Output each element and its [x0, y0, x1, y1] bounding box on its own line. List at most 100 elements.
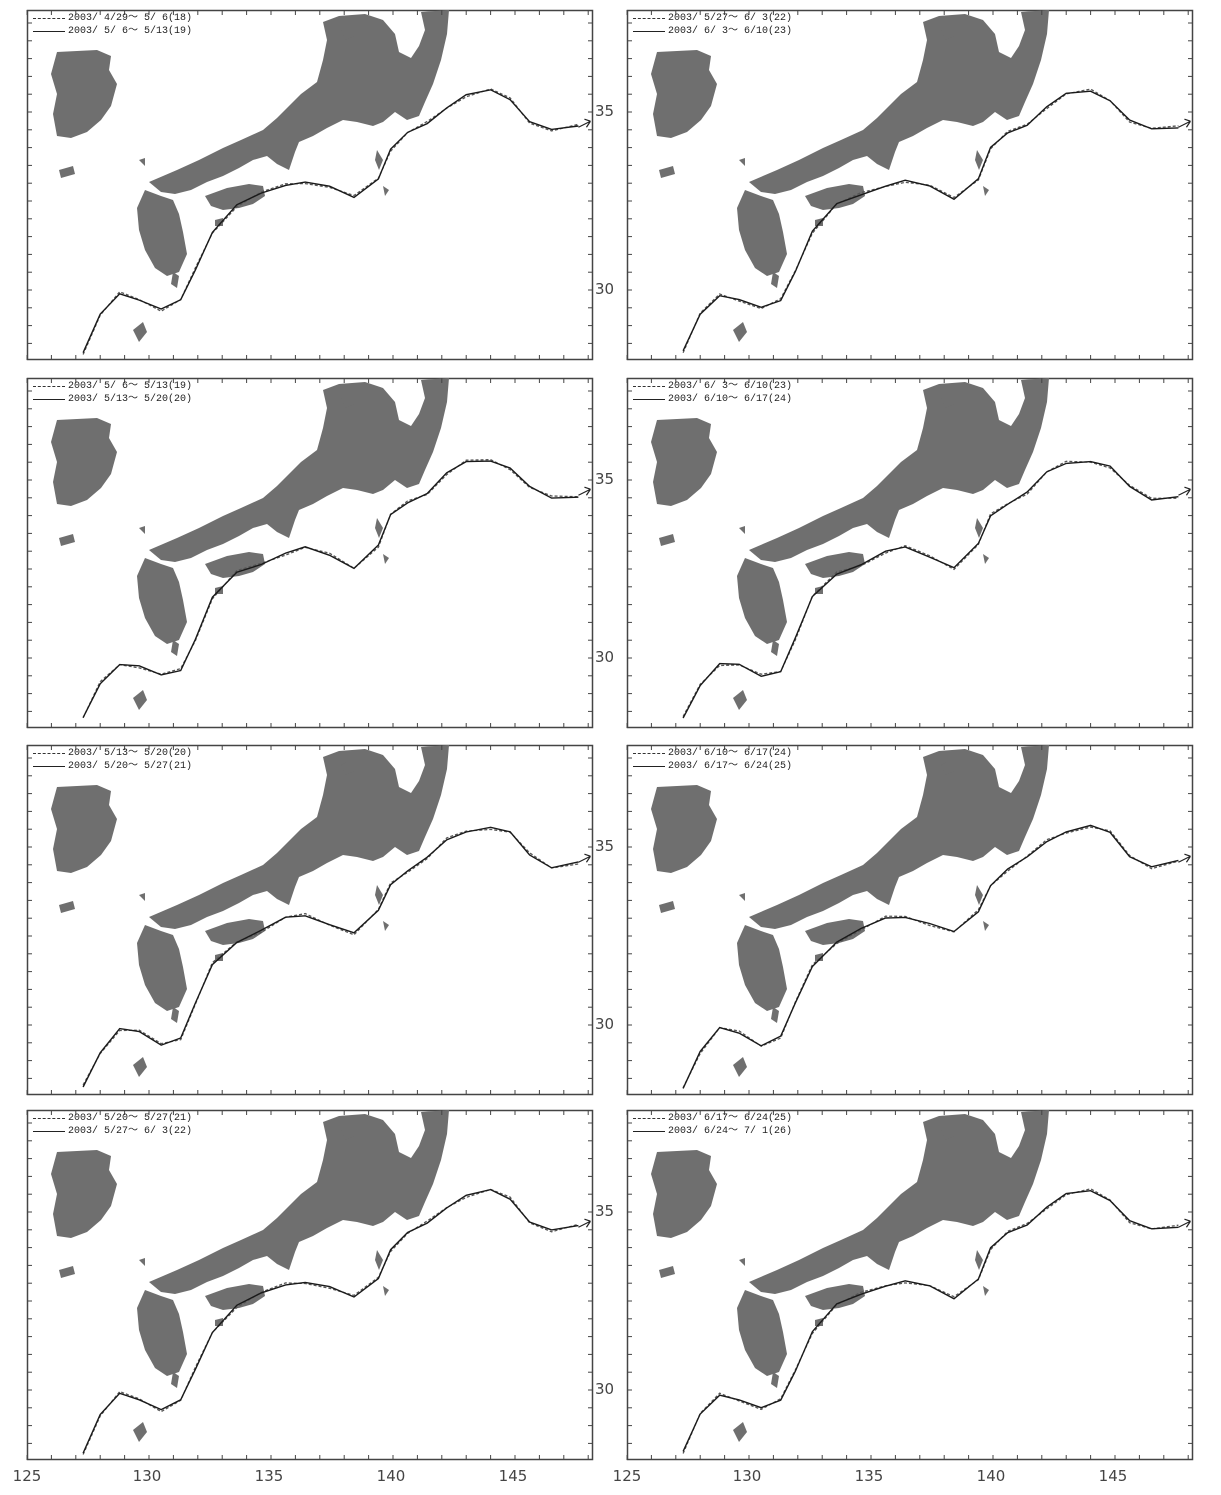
legend-label-previous: 2003/ 5/20～ 5/27(21) — [68, 1113, 193, 1124]
land-kyushu — [737, 558, 787, 644]
kuroshio-path-previous — [82, 458, 579, 719]
kuroshio-path-current — [682, 824, 1179, 1089]
flow-arrow-icon — [578, 1218, 591, 1228]
land-island — [215, 1318, 223, 1326]
lat-label-35: 35 — [595, 470, 615, 488]
lon-label-130: 130 — [732, 1467, 762, 1485]
legend-swatch-dashed — [33, 18, 65, 19]
land-island — [133, 322, 147, 342]
land-korea — [651, 785, 717, 873]
land-island — [171, 1007, 179, 1023]
land-kyushu — [137, 558, 187, 644]
legend-swatch-solid — [33, 31, 65, 32]
land-honshu — [149, 1110, 449, 1294]
kuroshio-path-current — [682, 1189, 1179, 1452]
land-island — [771, 640, 779, 656]
land-shikoku — [805, 919, 865, 945]
lon-label-125: 125 — [12, 1467, 42, 1485]
land-island — [733, 1057, 747, 1077]
legend-swatch-solid — [633, 766, 665, 767]
map-frame — [626, 1109, 1194, 1461]
flow-arrow-icon — [578, 486, 591, 496]
map-panel-3: 2003/ 5/ 6～ 5/13(19) 2003/ 5/13～ 5/20(20… — [26, 377, 594, 729]
land-island — [139, 893, 145, 901]
legend-swatch-dashed — [33, 386, 65, 387]
land-island — [975, 1250, 983, 1270]
legend-swatch-dashed — [33, 753, 65, 754]
map-frame — [626, 744, 1194, 1096]
legend-label-previous: 2003/ 6/ 3～ 6/10(23) — [668, 381, 793, 392]
kuroshio-path-current — [82, 89, 579, 353]
land-sado — [941, 759, 955, 775]
land-island — [739, 893, 745, 901]
land-island — [375, 150, 383, 170]
lon-label-140: 140 — [376, 1467, 406, 1485]
land-island — [215, 218, 223, 226]
map-panel-1: 2003/ 4/29～ 5/ 6(18) 2003/ 5/ 6～ 5/13(19… — [26, 9, 594, 361]
land-island — [375, 1250, 383, 1270]
map-panel-4: 2003/ 6/ 3～ 6/10(23) 2003/ 6/10～ 6/17(24… — [626, 377, 1194, 729]
land-sado — [341, 392, 355, 408]
legend-swatch-dashed — [633, 753, 665, 754]
legend-swatch-dashed — [33, 1118, 65, 1119]
land-island — [659, 901, 675, 913]
legend: 2003/ 5/13～ 5/20(20) 2003/ 5/20～ 5/27(21… — [33, 747, 192, 773]
kuroshio-path-current — [82, 460, 579, 718]
legend-label-current: 2003/ 5/ 6～ 5/13(19) — [68, 26, 193, 37]
legend: 2003/ 5/ 6～ 5/13(19) 2003/ 5/13～ 5/20(20… — [33, 380, 192, 406]
land-island — [59, 901, 75, 913]
land-island — [975, 150, 983, 170]
land-island — [171, 1372, 179, 1388]
legend-swatch-dashed — [633, 1118, 665, 1119]
land-island — [771, 272, 779, 288]
land-island — [983, 554, 989, 564]
map-frame — [26, 744, 594, 1096]
map-canvas — [626, 744, 1194, 1096]
lat-label-30: 30 — [595, 1015, 615, 1033]
land-shikoku — [805, 552, 865, 578]
land-sado — [341, 24, 355, 40]
map-panel-6: 2003/ 6/10～ 6/17(24) 2003/ 6/17～ 6/24(25… — [626, 744, 1194, 1096]
land-korea — [651, 50, 717, 138]
land-island — [771, 1007, 779, 1023]
land-island — [375, 518, 383, 538]
land-island — [383, 921, 389, 931]
legend: 2003/ 5/20～ 5/27(21) 2003/ 5/27～ 6/ 3(22… — [33, 1112, 192, 1138]
land-honshu — [749, 745, 1049, 929]
lat-label-30: 30 — [595, 280, 615, 298]
land-shikoku — [205, 552, 265, 578]
kuroshio-path-current — [82, 1188, 579, 1454]
land-kyushu — [137, 1290, 187, 1376]
legend-swatch-dashed — [633, 18, 665, 19]
lat-label-35: 35 — [595, 837, 615, 855]
legend-label-current: 2003/ 5/20～ 5/27(21) — [68, 761, 193, 772]
map-canvas — [26, 9, 594, 361]
legend-label-current: 2003/ 6/10～ 6/17(24) — [668, 394, 793, 405]
land-island — [983, 921, 989, 931]
map-panel-5: 2003/ 5/13～ 5/20(20) 2003/ 5/20～ 5/27(21… — [26, 744, 594, 1096]
flow-arrow-icon — [1178, 853, 1191, 863]
land-island — [59, 166, 75, 178]
land-island — [59, 1266, 75, 1278]
land-korea — [651, 1150, 717, 1238]
land-island — [659, 534, 675, 546]
map-panel-7: 2003/ 5/20～ 5/27(21) 2003/ 5/27～ 6/ 3(22… — [26, 1109, 594, 1461]
land-island — [983, 1286, 989, 1296]
land-sado — [941, 24, 955, 40]
land-island — [733, 322, 747, 342]
land-honshu — [749, 1110, 1049, 1294]
land-island — [771, 1372, 779, 1388]
kuroshio-path-current — [682, 460, 1179, 719]
legend-label-current: 2003/ 5/27～ 6/ 3(22) — [68, 1126, 193, 1137]
land-korea — [51, 785, 117, 873]
kuroshio-path-previous — [82, 88, 579, 355]
legend-label-current: 2003/ 5/13～ 5/20(20) — [68, 394, 193, 405]
lat-label-35: 35 — [595, 1202, 615, 1220]
lon-label-135: 135 — [254, 1467, 284, 1485]
legend-label-previous: 2003/ 6/10～ 6/17(24) — [668, 748, 793, 759]
map-canvas — [626, 377, 1194, 729]
land-honshu — [149, 10, 449, 194]
legend-label-previous: 2003/ 6/17～ 6/24(25) — [668, 1113, 793, 1124]
map-canvas — [26, 744, 594, 1096]
land-island — [375, 885, 383, 905]
